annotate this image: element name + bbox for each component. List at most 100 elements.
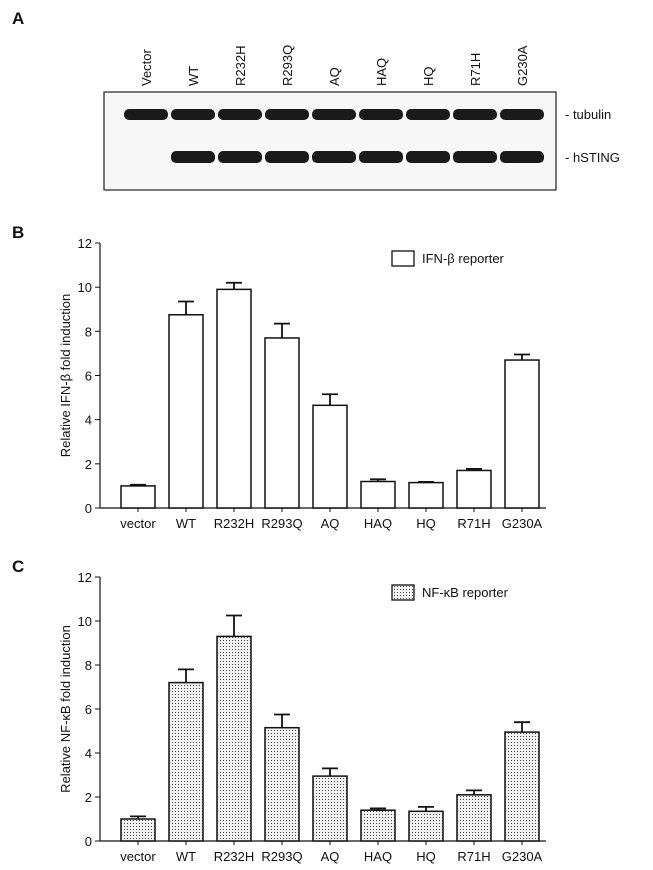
bar xyxy=(456,794,492,842)
band xyxy=(359,151,403,163)
bar xyxy=(360,480,396,509)
y-tick-label: 10 xyxy=(78,614,92,629)
error-bar xyxy=(130,815,146,819)
bar xyxy=(264,337,300,509)
legend-label: IFN-β reporter xyxy=(422,251,505,266)
band xyxy=(406,151,450,163)
error-bar xyxy=(274,713,290,728)
error-bar xyxy=(178,300,194,315)
y-tick-label: 2 xyxy=(85,790,92,805)
band-label: - tubulin xyxy=(565,107,611,122)
panel-label: A xyxy=(12,9,24,28)
error-bar xyxy=(466,468,482,471)
lane-label: Vector xyxy=(139,48,154,86)
error-bar xyxy=(514,353,530,361)
band xyxy=(500,151,544,163)
panel-label: B xyxy=(12,223,24,242)
x-tick-label: R293Q xyxy=(261,516,302,531)
lane-label: G230A xyxy=(515,45,530,86)
band xyxy=(218,151,262,163)
x-tick-label: HAQ xyxy=(364,849,392,864)
x-tick-label: R232H xyxy=(214,849,254,864)
error-bar xyxy=(226,281,242,290)
band xyxy=(218,109,262,120)
error-bar xyxy=(178,668,194,683)
y-tick-label: 10 xyxy=(78,280,92,295)
band xyxy=(359,109,403,120)
band xyxy=(312,151,356,163)
error-bar xyxy=(418,806,434,812)
bar xyxy=(312,404,348,509)
x-tick-label: HQ xyxy=(416,849,436,864)
band xyxy=(312,109,356,120)
lane-label: R293Q xyxy=(280,45,295,86)
x-tick-label: WT xyxy=(176,516,196,531)
legend-label: NF-κB reporter xyxy=(422,585,509,600)
blot xyxy=(103,91,557,191)
x-tick-label: R71H xyxy=(457,516,490,531)
bar xyxy=(120,818,156,842)
x-tick-label: AQ xyxy=(321,516,340,531)
bar xyxy=(168,681,204,842)
lane-label: R232H xyxy=(233,46,248,86)
error-bar xyxy=(370,478,386,482)
error-bar xyxy=(274,322,290,338)
band xyxy=(265,109,309,120)
y-tick-label: 2 xyxy=(85,457,92,472)
band xyxy=(124,109,168,120)
x-tick-label: G230A xyxy=(502,849,543,864)
bar xyxy=(456,469,492,509)
panel-label: C xyxy=(12,557,24,576)
error-bar xyxy=(370,807,386,811)
y-tick-label: 6 xyxy=(85,702,92,717)
y-tick-label: 4 xyxy=(85,413,92,428)
bar xyxy=(216,635,252,842)
bar xyxy=(504,359,540,509)
lane-label: AQ xyxy=(327,67,342,86)
band xyxy=(171,151,215,163)
y-tick-label: 0 xyxy=(85,501,92,516)
error-bar xyxy=(418,481,434,483)
error-bar xyxy=(130,483,146,486)
band xyxy=(500,109,544,120)
y-tick-label: 12 xyxy=(78,236,92,251)
y-tick-label: 8 xyxy=(85,658,92,673)
bar xyxy=(408,481,444,509)
bar xyxy=(120,485,156,509)
error-bar xyxy=(322,393,338,406)
x-tick-label: HQ xyxy=(416,516,436,531)
error-bar xyxy=(226,614,242,637)
x-tick-label: HAQ xyxy=(364,516,392,531)
bar xyxy=(168,314,204,509)
x-tick-label: vector xyxy=(120,516,156,531)
bar xyxy=(504,731,540,842)
y-tick-label: 0 xyxy=(85,834,92,849)
y-tick-label: 4 xyxy=(85,746,92,761)
band xyxy=(265,151,309,163)
bar xyxy=(312,775,348,842)
legend-swatch xyxy=(391,584,415,601)
y-tick-label: 12 xyxy=(78,570,92,585)
x-tick-label: AQ xyxy=(321,849,340,864)
band xyxy=(453,109,497,120)
lane-label: HQ xyxy=(421,67,436,87)
x-tick-label: R232H xyxy=(214,516,254,531)
error-bar xyxy=(466,789,482,795)
bar xyxy=(216,288,252,509)
y-tick-label: 6 xyxy=(85,369,92,384)
x-tick-label: G230A xyxy=(502,516,543,531)
error-bar xyxy=(322,767,338,777)
bar xyxy=(264,726,300,842)
legend-swatch xyxy=(391,250,415,267)
x-tick-label: vector xyxy=(120,849,156,864)
error-bar xyxy=(514,721,530,733)
lane-label: HAQ xyxy=(374,58,389,86)
y-axis-label: Relative NF-κB fold induction xyxy=(58,625,73,793)
y-tick-label: 8 xyxy=(85,324,92,339)
y-axis-label: Relative IFN-β fold induction xyxy=(58,294,73,458)
x-tick-label: WT xyxy=(176,849,196,864)
x-tick-label: R71H xyxy=(457,849,490,864)
band xyxy=(453,151,497,163)
bar xyxy=(360,809,396,842)
